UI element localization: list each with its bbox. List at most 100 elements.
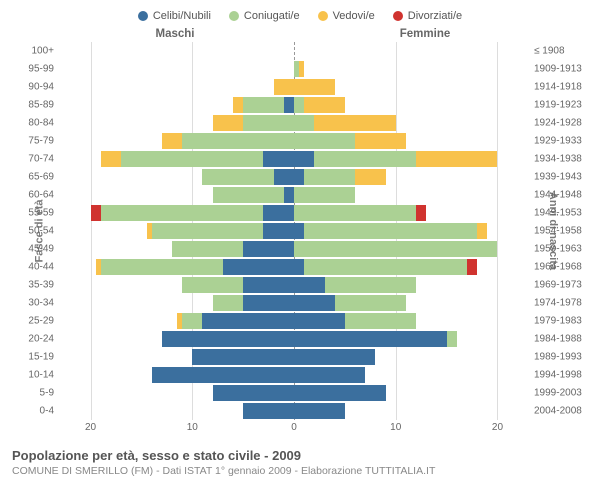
segment (172, 241, 243, 257)
bar-female (294, 385, 528, 401)
birth-label: 1949-1953 (528, 208, 582, 219)
bar-female (294, 115, 528, 131)
bar-male (60, 331, 294, 347)
segment (294, 349, 375, 365)
bar-male (60, 313, 294, 329)
age-label: 20-24 (28, 334, 60, 345)
bar-female (294, 259, 528, 275)
segment (294, 133, 355, 149)
age-row: 20-241984-1988 (60, 330, 528, 348)
segment (299, 61, 304, 77)
segment (182, 277, 243, 293)
segment (294, 277, 325, 293)
age-row: 95-991909-1913 (60, 60, 528, 78)
segment (192, 349, 294, 365)
bar-female (294, 205, 528, 221)
bar-female (294, 133, 528, 149)
x-tick: 10 (187, 422, 198, 433)
segment (345, 313, 416, 329)
age-row: 5-91999-2003 (60, 384, 528, 402)
bar-female (294, 223, 528, 239)
x-tick: 0 (291, 422, 297, 433)
age-label: 95-99 (28, 64, 60, 75)
birth-label: 1959-1963 (528, 244, 582, 255)
legend: Celibi/NubiliConiugati/eVedovi/eDivorzia… (0, 0, 600, 28)
segment (355, 169, 386, 185)
bar-male (60, 97, 294, 113)
bar-male (60, 241, 294, 257)
birth-label: 1969-1973 (528, 280, 582, 291)
segment (121, 151, 263, 167)
bar-male (60, 223, 294, 239)
legend-swatch (318, 11, 328, 21)
birth-label: 1999-2003 (528, 388, 582, 399)
birth-label: 2004-2008 (528, 406, 582, 417)
segment (294, 97, 304, 113)
birth-label: 1979-1983 (528, 316, 582, 327)
age-row: 55-591949-1953 (60, 204, 528, 222)
segment (213, 115, 244, 131)
age-label: 90-94 (28, 82, 60, 93)
segment (294, 151, 314, 167)
segment (213, 187, 284, 203)
segment (294, 169, 304, 185)
legend-label: Divorziati/e (408, 10, 462, 22)
bar-male (60, 43, 294, 59)
age-label: 60-64 (28, 190, 60, 201)
age-label: 55-59 (28, 208, 60, 219)
age-row: 35-391969-1973 (60, 276, 528, 294)
segment (162, 331, 294, 347)
segment (294, 313, 345, 329)
segment (304, 97, 345, 113)
bar-female (294, 277, 528, 293)
x-tick: 20 (492, 422, 503, 433)
bar-female (294, 331, 528, 347)
bar-female (294, 169, 528, 185)
bar-male (60, 205, 294, 221)
segment (233, 97, 243, 113)
age-label: 65-69 (28, 172, 60, 183)
segment (294, 403, 345, 419)
segment (294, 295, 335, 311)
age-row: 40-441964-1968 (60, 258, 528, 276)
chart-area: Fasce di età Anni di nascita 100+≤ 19089… (0, 42, 600, 420)
segment (467, 259, 477, 275)
age-row: 75-791929-1933 (60, 132, 528, 150)
bar-male (60, 385, 294, 401)
birth-label: 1914-1918 (528, 82, 582, 93)
bar-male (60, 349, 294, 365)
segment (304, 223, 477, 239)
age-label: 35-39 (28, 280, 60, 291)
segment (182, 133, 294, 149)
segment (447, 331, 457, 347)
legend-item: Celibi/Nubili (138, 10, 211, 22)
age-label: 30-34 (28, 298, 60, 309)
age-label: 15-19 (28, 352, 60, 363)
age-label: 0-4 (40, 406, 60, 417)
x-tick: 10 (390, 422, 401, 433)
age-label: 75-79 (28, 136, 60, 147)
age-label: 40-44 (28, 262, 60, 273)
age-label: 100+ (31, 46, 60, 57)
bar-female (294, 187, 528, 203)
age-label: 10-14 (28, 370, 60, 381)
birth-label: 1964-1968 (528, 262, 582, 273)
bar-male (60, 133, 294, 149)
bar-male (60, 61, 294, 77)
legend-swatch (138, 11, 148, 21)
bar-female (294, 295, 528, 311)
segment (355, 133, 406, 149)
age-row: 0-42004-2008 (60, 402, 528, 420)
legend-label: Celibi/Nubili (153, 10, 211, 22)
legend-label: Coniugati/e (244, 10, 300, 22)
birth-label: 1974-1978 (528, 298, 582, 309)
birth-label: 1919-1923 (528, 100, 582, 111)
age-row: 60-641944-1948 (60, 186, 528, 204)
segment (294, 187, 355, 203)
x-axis: 201001020 (60, 422, 528, 440)
legend-swatch (393, 11, 403, 21)
age-row: 70-741934-1938 (60, 150, 528, 168)
bar-male (60, 277, 294, 293)
segment (243, 97, 284, 113)
male-label: Maschi (90, 28, 300, 40)
